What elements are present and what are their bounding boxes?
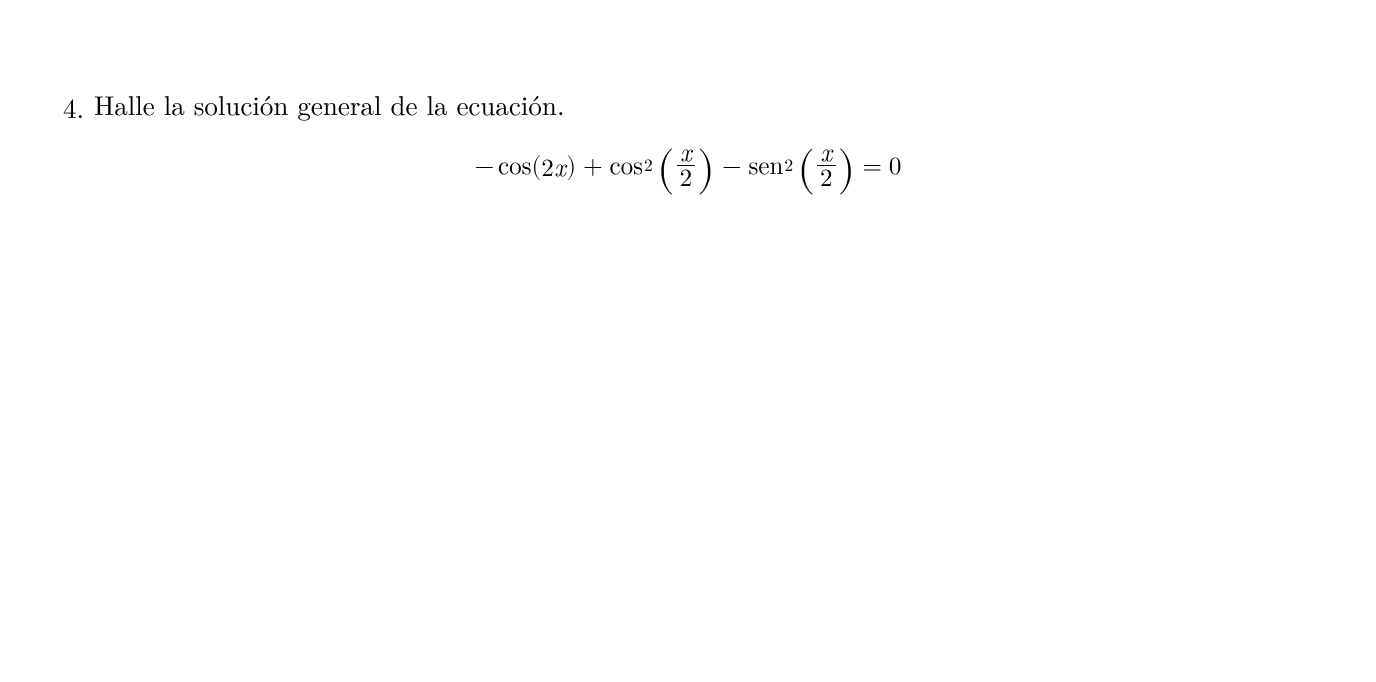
problem-stem: Halle la solución general de la ecuación… <box>94 88 564 120</box>
page: 4. Halle la solución general de la ecuac… <box>0 0 1376 682</box>
equation: − cos ( 2x ) + cos2 ( x 2 ) − sen2 ( x <box>475 140 902 194</box>
equals-sign: = <box>862 152 881 182</box>
cos-fn-2: cos <box>610 152 643 182</box>
rparen-1: ) <box>566 152 576 182</box>
problem-item: 4. Halle la solución general de la ecuac… <box>48 88 1376 126</box>
equation-row: − cos ( 2x ) + cos2 ( x 2 ) − sen2 ( x <box>0 140 1376 194</box>
big-rparen-2: ) <box>838 146 856 192</box>
lparen-1: ( <box>531 152 541 182</box>
zero: 0 <box>889 152 902 182</box>
minus-sign: − <box>475 152 494 182</box>
big-rparen-1: ) <box>697 146 715 192</box>
frac2-num: x <box>817 139 835 165</box>
plus-sign: + <box>583 152 602 182</box>
minus-sign-2: − <box>722 152 741 182</box>
frac1-num: x <box>677 139 695 165</box>
big-lparen-2: ( <box>797 146 815 192</box>
cos-fn-1: cos <box>498 152 531 182</box>
fraction-1: x 2 <box>677 139 696 193</box>
big-lparen-1: ( <box>657 146 675 192</box>
frac1-den: 2 <box>677 166 696 192</box>
problem-number: 4. <box>48 88 94 126</box>
fraction-2: x 2 <box>817 139 836 193</box>
var-x-1: x <box>554 149 566 184</box>
frac2-den: 2 <box>817 166 836 192</box>
sen-fn: sen <box>749 152 784 182</box>
coef-2: 2 <box>541 156 554 181</box>
